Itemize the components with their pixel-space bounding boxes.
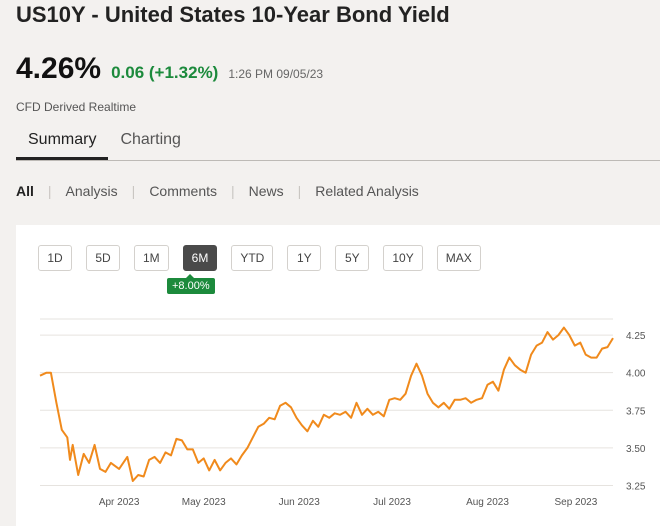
main-tabs: Summary Charting: [16, 126, 660, 161]
price-change: 0.06 (+1.32%): [111, 63, 219, 82]
content-filters: All | Analysis | Comments | News | Relat…: [16, 183, 419, 199]
range-change-badge: +8.00%: [167, 274, 215, 294]
filter-divider: |: [231, 183, 235, 199]
range-ytd-button[interactable]: YTD: [231, 245, 274, 271]
x-tick-label: Aug 2023: [466, 497, 509, 508]
tab-summary[interactable]: Summary: [16, 126, 109, 160]
range-1m-button[interactable]: 1M: [134, 245, 169, 271]
filter-analysis[interactable]: Analysis: [65, 183, 118, 199]
filter-divider: |: [131, 183, 136, 199]
data-source-note: CFD Derived Realtime: [16, 100, 137, 114]
range-1d-button[interactable]: 1D: [38, 245, 72, 271]
tab-charting[interactable]: Charting: [120, 131, 181, 148]
y-tick-label: 3.75: [626, 406, 646, 417]
range-6m-button[interactable]: 6M: [182, 245, 218, 271]
x-tick-label: Apr 2023: [99, 497, 140, 508]
filter-divider: |: [47, 183, 52, 199]
y-tick-label: 3.50: [626, 444, 646, 455]
filter-comments[interactable]: Comments: [149, 183, 217, 199]
range-5y-button[interactable]: 5Y: [335, 245, 370, 271]
last-price: 4.26%: [16, 52, 102, 85]
range-10y-button[interactable]: 10Y: [383, 245, 423, 271]
y-tick-label: 4.25: [626, 331, 646, 342]
yield-line-chart[interactable]: 3.25 3.50 3.75 4.00 4.25 Apr 2023 May 2023 Jun …: [16, 225, 660, 526]
range-5d-button[interactable]: 5D: [86, 245, 120, 271]
range-1y-button[interactable]: 1Y: [287, 245, 322, 271]
range-selector: 1D 5D 1M 6M YTD 1Y 5Y 10Y MAX: [38, 245, 495, 271]
x-tick-label: Jun 2023: [279, 497, 321, 508]
range-max-button[interactable]: MAX: [436, 245, 481, 271]
filter-divider: |: [297, 183, 302, 199]
quote-timestamp: 1:26 PM 09/05/23: [228, 67, 324, 81]
y-tick-label: 3.25: [626, 481, 646, 492]
x-tick-label: May 2023: [182, 497, 226, 508]
series-line: [39, 326, 614, 482]
page-title: US10Y - United States 10-Year Bond Yield: [16, 2, 450, 27]
y-tick-label: 4.00: [626, 369, 646, 380]
price-row: 4.26% 0.06 (+1.32%) 1:26 PM 09/05/23: [16, 52, 323, 86]
filter-related-analysis[interactable]: Related Analysis: [315, 183, 419, 199]
chart-card: 1D 5D 1M 6M YTD 1Y 5Y 10Y MAX +8.00% 3.2…: [16, 225, 660, 526]
x-tick-label: Sep 2023: [554, 497, 597, 508]
x-tick-label: Jul 2023: [373, 497, 411, 508]
filter-all[interactable]: All: [16, 183, 34, 199]
filter-news[interactable]: News: [248, 183, 284, 199]
